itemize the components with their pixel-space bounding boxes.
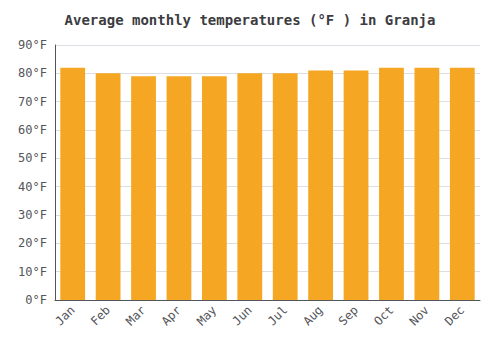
svg-text:90°F: 90°F [18,38,47,52]
svg-text:Nov: Nov [407,303,432,328]
svg-text:Jun: Jun [230,303,255,328]
svg-text:Jan: Jan [52,303,77,328]
svg-text:May: May [194,303,219,328]
svg-text:Apr: Apr [159,303,184,328]
svg-text:Jul: Jul [265,303,290,328]
svg-text:Sep: Sep [336,303,361,328]
svg-text:60°F: 60°F [18,123,47,137]
svg-text:Aug: Aug [300,303,325,328]
svg-text:10°F: 10°F [18,265,47,279]
svg-text:40°F: 40°F [18,180,47,194]
svg-text:20°F: 20°F [18,236,47,250]
svg-text:Average monthly temperatures (: Average monthly temperatures (°F ) in Gr… [65,12,436,28]
svg-text:Dec: Dec [442,303,467,328]
svg-text:Oct: Oct [371,303,396,328]
svg-text:30°F: 30°F [18,208,47,222]
svg-text:Feb: Feb [88,303,113,328]
svg-text:50°F: 50°F [18,151,47,165]
svg-text:70°F: 70°F [18,95,47,109]
svg-text:Mar: Mar [123,303,148,328]
svg-text:80°F: 80°F [18,66,47,80]
svg-text:0°F: 0°F [25,293,47,307]
